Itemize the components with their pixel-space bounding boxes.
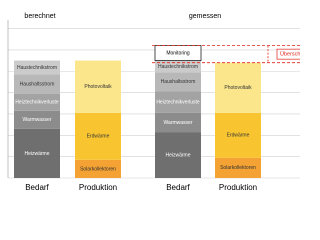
segment-label: Photovoltaik [224,85,252,91]
bar-segment [155,91,201,113]
bar-segment [155,60,201,73]
segment-label: Haushaltsstrom [161,79,196,85]
segment-label: Haustechnikstrom [158,64,198,70]
bar-segment [75,60,121,113]
bar-segment [14,60,60,75]
chart: berechnet gemessen Heizwärme Warmwasser He… [7,13,300,192]
segment-label: Erdwärme [227,133,250,139]
segment-label: Erdwärme [87,134,110,140]
bar-segment [14,128,60,178]
segment-label: Heiztechnikverluste [15,100,59,106]
group-label: gemessen [189,13,221,20]
segment-label: Haushaltsstrom [20,81,55,87]
x-tick-label: Bedarf [166,183,190,192]
segment-label: Monitoring [166,50,190,56]
bar-segment [75,112,121,160]
segment-label: Solarkollektoren [80,166,116,172]
bar-segment [14,110,60,129]
bar-segment [215,112,261,158]
segment-label: Heizwärme [24,151,49,157]
bar-segment [155,132,201,178]
segment-label: Heizwärme [165,152,190,158]
bar-segment [215,62,261,113]
x-tick-label: Produktion [79,183,117,192]
x-tick-label: Bedarf [25,183,49,192]
segment-label: Warmwasser [23,117,52,123]
bar-segment [215,157,261,178]
segment-label: Haustechnikstrom [17,65,57,71]
bar-segment [155,112,201,133]
bar-segment [75,159,121,178]
annotation-box [276,48,300,60]
segment-label: Solarkollektoren [220,165,256,171]
annotation: Überschuss [280,51,300,58]
x-tick-label: Produktion [219,183,257,192]
segment-label: Warmwasser [164,120,193,126]
segment-label: Photovoltaik [84,84,112,90]
bar-segment [155,72,201,92]
bar-segment [14,74,60,94]
segment-label: Heiztechnikverluste [156,100,200,106]
bar-segment [14,93,60,111]
group-label: berechnet [24,13,55,20]
